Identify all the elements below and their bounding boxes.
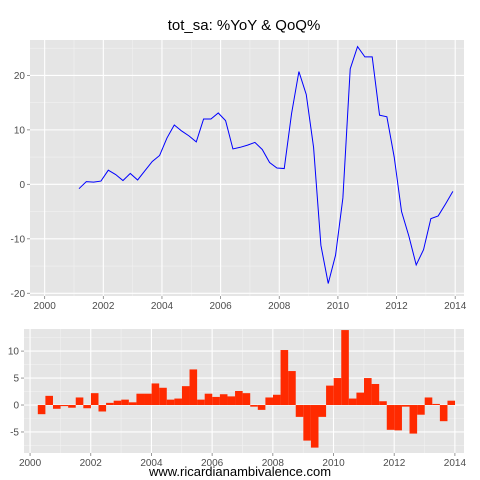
qoq-bar	[98, 405, 107, 412]
qoq-bar	[75, 397, 84, 406]
qoq-bar	[318, 405, 327, 417]
qoq-bar	[364, 378, 372, 406]
qoq-x-tick-label: 2004	[140, 458, 163, 469]
yoy-x-tick-label: 2012	[385, 301, 408, 312]
yoy-x-tick-label: 2008	[268, 301, 291, 312]
yoy-y-tick-label: -20	[11, 289, 26, 300]
qoq-bar	[181, 386, 190, 406]
yoy-panel-background	[30, 40, 464, 296]
qoq-bar	[341, 330, 349, 406]
qoq-bar	[60, 405, 69, 407]
qoq-y-tick-label: -5	[10, 427, 19, 438]
qoq-bar	[401, 405, 410, 407]
qoq-bar	[174, 398, 182, 406]
qoq-bar	[288, 371, 296, 406]
yoy-x-tick-label: 2002	[92, 301, 115, 312]
qoq-x-tick-label: 2006	[201, 458, 224, 469]
qoq-bar	[37, 405, 46, 415]
qoq-bar	[189, 369, 198, 406]
qoq-bar	[432, 403, 440, 406]
qoq-y-tick-label: 0	[13, 401, 19, 412]
qoq-bar	[394, 405, 402, 431]
qoq-y-tick-label: 5	[13, 374, 19, 385]
qoq-bar	[371, 383, 380, 406]
qoq-bar	[417, 405, 425, 415]
qoq-bar	[83, 405, 91, 409]
qoq-bar	[265, 397, 273, 406]
qoq-bar	[242, 393, 251, 406]
website-caption: www.ricardianambivalence.com	[148, 464, 331, 479]
qoq-bar	[106, 402, 114, 406]
qoq-bar	[121, 399, 129, 406]
qoq-x-tick-label: 2008	[262, 458, 285, 469]
qoq-bar	[348, 398, 357, 406]
yoy-y-tick-label: 10	[14, 125, 26, 136]
qoq-x-tick-label: 2010	[322, 458, 345, 469]
qoq-bar	[212, 396, 220, 406]
qoq-bar	[386, 405, 395, 430]
qoq-bar	[52, 405, 61, 409]
qoq-bar	[447, 400, 456, 406]
qoq-bar	[280, 350, 289, 406]
qoq-bar	[303, 405, 311, 441]
qoq-panel-background	[24, 329, 464, 453]
qoq-x-tick-label: 2002	[80, 458, 103, 469]
qoq-bar	[159, 387, 167, 406]
qoq-bar	[356, 392, 365, 406]
qoq-bar	[295, 405, 304, 417]
yoy-x-tick-label: 2000	[34, 301, 57, 312]
qoq-bar	[151, 383, 160, 406]
qoq-bar	[219, 394, 228, 406]
qoq-x-tick-label: 2014	[444, 458, 467, 469]
yoy-y-tick-label: 20	[14, 71, 26, 82]
yoy-y-tick-label: 0	[19, 180, 25, 191]
qoq-bar	[257, 405, 266, 410]
yoy-x-tick-label: 2010	[327, 301, 350, 312]
qoq-bar	[326, 385, 334, 406]
qoq-bar	[90, 393, 99, 406]
yoy-x-tick-label: 2014	[444, 301, 467, 312]
qoq-bar	[333, 378, 342, 406]
qoq-bar	[166, 399, 175, 406]
qoq-bar	[409, 405, 418, 434]
qoq-bar	[197, 399, 205, 406]
qoq-bar	[136, 393, 145, 406]
qoq-bar	[235, 391, 243, 406]
qoq-bar	[144, 393, 152, 406]
qoq-bar	[128, 402, 137, 406]
qoq-bar	[250, 405, 258, 407]
yoy-line-chart: 2000 2002 2004 2006 2008 2010 2012 2014 -20 -10 0 1…	[11, 40, 467, 312]
qoq-y-tick-label: 10	[8, 347, 20, 358]
yoy-x-tick-label: 2004	[151, 301, 174, 312]
qoq-bar-chart: 2000 2002 2004 2006 2008 2010 2012 2014 -5 0 5 10	[8, 329, 467, 469]
qoq-x-tick-label: 2000	[19, 458, 42, 469]
qoq-bar	[45, 395, 53, 406]
yoy-y-tick-label: -10	[11, 234, 26, 245]
yoy-x-tick-label: 2006	[209, 301, 232, 312]
qoq-bar	[68, 405, 76, 408]
qoq-bar	[379, 401, 387, 406]
qoq-x-tick-label: 2012	[383, 458, 406, 469]
qoq-bar	[272, 394, 281, 406]
qoq-bar	[204, 393, 213, 406]
qoq-bar	[227, 396, 236, 406]
qoq-bar	[424, 397, 433, 406]
qoq-bar	[113, 400, 122, 406]
qoq-bar	[439, 405, 448, 422]
chart-title: tot_sa: %YoY & QoQ%	[168, 17, 321, 34]
yoy-series-line	[78, 45, 454, 284]
qoq-bar	[310, 405, 319, 448]
